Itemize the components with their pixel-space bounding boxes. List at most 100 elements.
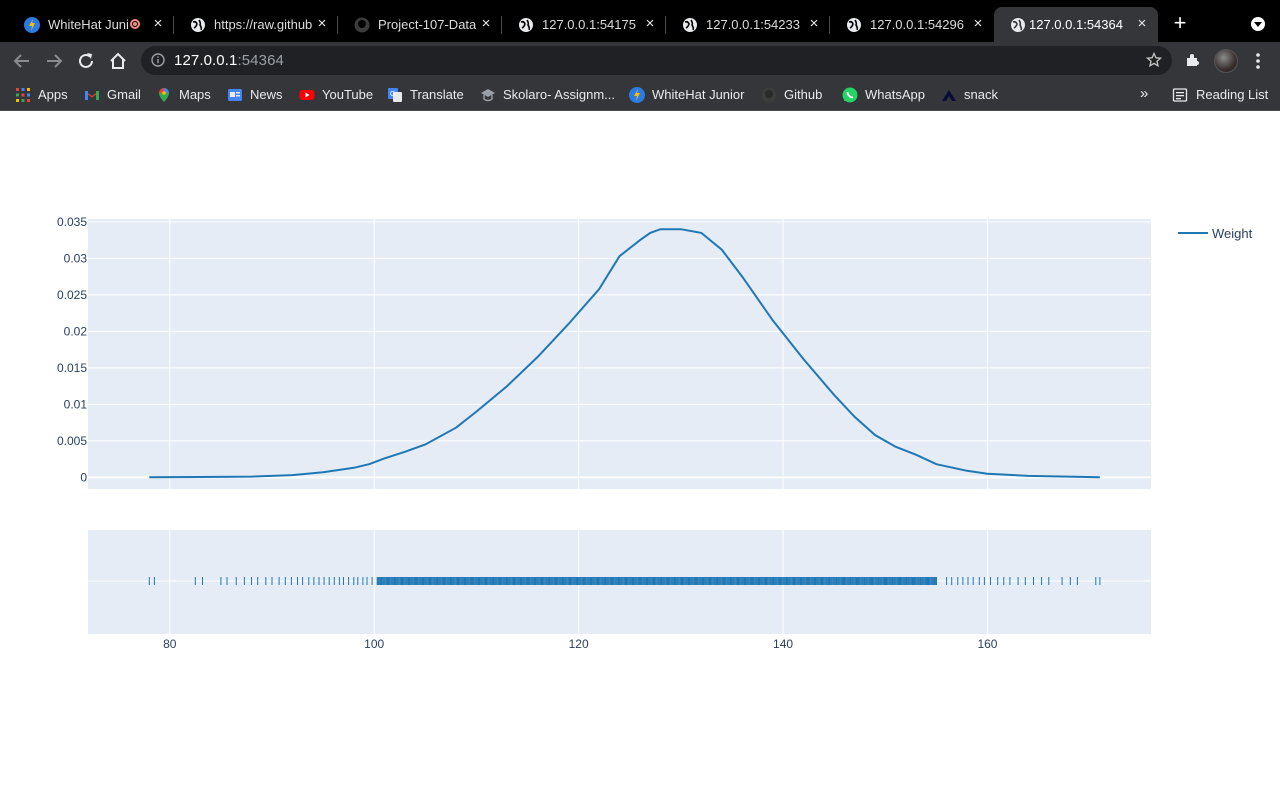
bookmark-label: Gmail bbox=[107, 87, 141, 102]
bookmark-label: Apps bbox=[38, 87, 68, 102]
tab-title: 127.0.0.1:54175 bbox=[542, 17, 636, 32]
y-tick-label: 0.01 bbox=[64, 397, 88, 411]
svg-text:G: G bbox=[390, 91, 395, 98]
y-tick-label: 0.03 bbox=[64, 251, 88, 265]
close-icon[interactable]: × bbox=[645, 15, 655, 32]
y-tick-labels: 0 0.005 0.01 0.015 0.02 0.025 0.03 0.035 bbox=[57, 215, 87, 484]
y-gridlines bbox=[88, 221, 1151, 479]
whatsapp-icon bbox=[842, 87, 858, 103]
x-tick-label: 80 bbox=[163, 637, 177, 651]
new-tab-button[interactable]: + bbox=[1173, 10, 1187, 35]
recording-icon bbox=[130, 19, 140, 29]
url-text: 127.0.0.1:54364 bbox=[174, 52, 284, 69]
tab[interactable]: https://raw.github × bbox=[174, 7, 338, 42]
tab[interactable]: WhiteHat Juni × bbox=[8, 7, 174, 42]
globe-icon bbox=[1011, 18, 1025, 32]
bookmark-label: News bbox=[250, 87, 283, 102]
tab-title: 127.0.0.1:54296 bbox=[870, 17, 964, 32]
bookmark-label: YouTube bbox=[322, 87, 374, 102]
density-curve[interactable] bbox=[149, 228, 1100, 479]
url-host: 127.0.0.1 bbox=[174, 52, 238, 69]
globe-icon bbox=[191, 18, 205, 32]
tab-title: https://raw.github bbox=[214, 17, 313, 32]
more-menu-icon[interactable] bbox=[1252, 52, 1264, 70]
whitehat-icon bbox=[629, 87, 645, 103]
globe-icon bbox=[519, 18, 533, 32]
whitehat-icon bbox=[24, 17, 40, 33]
distplot-chart[interactable]: 0 0.005 0.01 0.015 0.02 0.025 0.03 0.035 80 100 1… bbox=[0, 111, 1280, 800]
x-tick-label: 100 bbox=[364, 637, 384, 651]
tab-active[interactable]: 127.0.0.1:54364 × bbox=[994, 7, 1158, 42]
globe-icon bbox=[683, 18, 697, 32]
y-tick-label: 0 bbox=[80, 470, 87, 484]
avatar[interactable] bbox=[1214, 49, 1238, 73]
tab-divider bbox=[501, 16, 502, 34]
reload-icon[interactable] bbox=[75, 50, 97, 72]
x-tick-label: 120 bbox=[569, 637, 589, 651]
close-icon[interactable]: × bbox=[317, 15, 327, 32]
reading-list-label: Reading List bbox=[1196, 87, 1269, 102]
y-tick-label: 0.035 bbox=[57, 215, 87, 229]
info-icon[interactable] bbox=[151, 53, 165, 67]
news-icon bbox=[228, 89, 242, 101]
tab[interactable]: Project-107-Data × bbox=[338, 7, 502, 42]
gmail-icon bbox=[85, 91, 99, 100]
bookmark-label: WhiteHat Junior bbox=[652, 87, 745, 102]
tab-divider bbox=[337, 16, 338, 34]
tab-search-icon[interactable] bbox=[1251, 17, 1265, 31]
star-icon[interactable] bbox=[1146, 52, 1162, 68]
url-port: :54364 bbox=[237, 52, 284, 69]
toolbar: 127.0.0.1:54364 bbox=[0, 42, 1280, 79]
extensions-icon[interactable] bbox=[1185, 52, 1201, 68]
legend-label: Weight bbox=[1212, 226, 1253, 241]
legend[interactable]: Weight bbox=[1178, 226, 1253, 241]
tab-divider bbox=[829, 16, 830, 34]
skolaro-icon bbox=[481, 89, 495, 102]
youtube-icon bbox=[299, 90, 315, 100]
translate-icon: G bbox=[388, 88, 402, 102]
bookmark-label: Translate bbox=[410, 87, 464, 102]
x-tick-labels: 80 100 120 140 160 bbox=[163, 637, 998, 651]
y-tick-label: 0.005 bbox=[57, 434, 87, 448]
tab[interactable]: 127.0.0.1:54233 × bbox=[666, 7, 830, 42]
tab-title: 127.0.0.1:54364 bbox=[1029, 17, 1123, 32]
density-plot-area bbox=[88, 219, 1151, 489]
x-tick-label: 140 bbox=[773, 637, 793, 651]
close-icon[interactable]: × bbox=[973, 15, 983, 32]
close-icon[interactable]: × bbox=[1137, 15, 1147, 32]
reading-list-icon bbox=[1172, 88, 1188, 102]
forward-icon[interactable] bbox=[43, 50, 65, 72]
bookmark-label: Skolaro- Assignm... bbox=[503, 87, 615, 102]
tab[interactable]: 127.0.0.1:54175 × bbox=[502, 7, 666, 42]
bookmark-label: WhatsApp bbox=[865, 87, 925, 102]
apps-grid-icon bbox=[16, 88, 30, 102]
globe-icon bbox=[847, 18, 861, 32]
y-tick-label: 0.02 bbox=[64, 324, 88, 338]
y-tick-label: 0.015 bbox=[57, 361, 87, 375]
bookmark-label: Maps bbox=[179, 87, 211, 102]
x-tick-label: 160 bbox=[977, 637, 997, 651]
bookmarks-bar: Apps Gmail Maps News YouTube G Translate… bbox=[0, 79, 1280, 111]
y-tick-label: 0.025 bbox=[57, 288, 87, 302]
close-icon[interactable]: × bbox=[809, 15, 819, 32]
x-gridlines bbox=[169, 219, 988, 634]
rug-ticks[interactable] bbox=[148, 577, 1101, 585]
maps-icon bbox=[159, 88, 169, 102]
tab-title: Project-107-Data bbox=[378, 17, 476, 32]
tab-title: WhiteHat Juni bbox=[48, 17, 128, 32]
close-icon[interactable]: × bbox=[481, 15, 491, 32]
snack-icon bbox=[942, 90, 956, 101]
tab[interactable]: 127.0.0.1:54296 × bbox=[830, 7, 992, 42]
tab-strip: WhiteHat Juni × https://raw.github × Pro… bbox=[0, 0, 1280, 42]
bookmarks-overflow-button[interactable]: » bbox=[1140, 85, 1149, 102]
close-icon[interactable]: × bbox=[153, 15, 163, 32]
github-icon bbox=[761, 87, 777, 103]
tab-title: 127.0.0.1:54233 bbox=[706, 17, 800, 32]
bookmark-label: Github bbox=[784, 87, 823, 102]
tab-divider bbox=[665, 16, 666, 34]
tab-divider bbox=[173, 16, 174, 34]
back-icon[interactable] bbox=[11, 50, 33, 72]
address-bar[interactable]: 127.0.0.1:54364 bbox=[141, 46, 1172, 75]
github-icon bbox=[354, 17, 370, 33]
home-icon[interactable] bbox=[107, 50, 129, 72]
